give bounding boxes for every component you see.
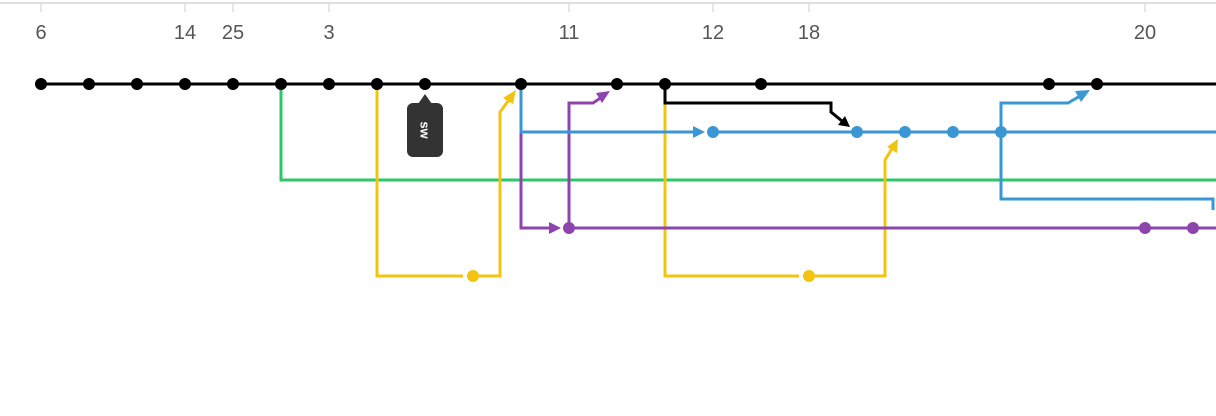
commit-dot[interactable] — [611, 78, 623, 90]
commit-dot[interactable] — [1139, 222, 1151, 234]
commits-purple — [563, 222, 1199, 234]
commit-dot[interactable] — [419, 78, 431, 90]
commit-dot[interactable] — [275, 78, 287, 90]
commit-dot[interactable] — [947, 126, 959, 138]
merge-arrow-purple — [596, 91, 610, 103]
commit-dot[interactable] — [131, 78, 143, 90]
merge-line-master — [663, 84, 843, 123]
commit-dot[interactable] — [659, 78, 671, 90]
merge-arrow-yellow — [503, 90, 516, 104]
commit-dot[interactable] — [227, 78, 239, 90]
commit-dot[interactable] — [371, 78, 383, 90]
tag-label[interactable]: sw — [407, 94, 443, 157]
commit-dot[interactable] — [1187, 222, 1199, 234]
branch-line-yellow — [375, 84, 463, 278]
commit-dot[interactable] — [35, 78, 47, 90]
merge-line-blue — [999, 94, 1081, 132]
day-label: 3 — [323, 22, 334, 44]
day-label: 18 — [798, 22, 820, 44]
commit-dot[interactable] — [755, 78, 767, 90]
merge-arrow-yellow — [887, 139, 898, 153]
commits-master — [35, 78, 1103, 90]
day-label: 20 — [1134, 22, 1156, 44]
merge-line-purple — [567, 95, 603, 228]
commit-dot[interactable] — [803, 270, 815, 282]
branch-line-blue — [999, 132, 1215, 210]
tag-pointer — [418, 94, 432, 104]
day-label: 6 — [35, 22, 46, 44]
merge-arrow-master — [838, 116, 850, 127]
merge-line-yellow — [473, 96, 513, 278]
commit-dot[interactable] — [851, 126, 863, 138]
branch-arrow-blue — [693, 126, 705, 138]
commit-dot[interactable] — [323, 78, 335, 90]
tag-text: sw — [418, 121, 433, 139]
commit-dot[interactable] — [707, 126, 719, 138]
day-labels: 6 14 25 3 11 12 18 20 — [35, 22, 1156, 44]
branch-line-green — [279, 84, 1216, 182]
commit-dot[interactable] — [83, 78, 95, 90]
commit-dot[interactable] — [1091, 78, 1103, 90]
commit-dot[interactable] — [179, 78, 191, 90]
date-ticks — [40, 3, 1146, 12]
tag-box — [407, 103, 443, 157]
commit-dot[interactable] — [995, 126, 1007, 138]
commits-yellow — [467, 270, 815, 282]
commit-dot[interactable] — [1043, 78, 1055, 90]
commits-blue — [707, 126, 1007, 138]
merge-line-yellow — [809, 146, 895, 278]
day-label: 14 — [174, 22, 196, 44]
commit-dot[interactable] — [563, 222, 575, 234]
day-label: 11 — [559, 22, 580, 44]
commit-dot[interactable] — [899, 126, 911, 138]
branch-line-yellow — [663, 84, 799, 278]
commit-dot[interactable] — [515, 78, 527, 90]
branch-line-blue — [519, 84, 696, 134]
branch-line-purple — [519, 84, 552, 230]
day-label: 25 — [222, 22, 244, 44]
day-label: 12 — [702, 22, 724, 44]
merge-arrow-blue — [1075, 90, 1090, 102]
commit-dot[interactable] — [467, 270, 479, 282]
branch-arrow-purple — [549, 222, 561, 234]
